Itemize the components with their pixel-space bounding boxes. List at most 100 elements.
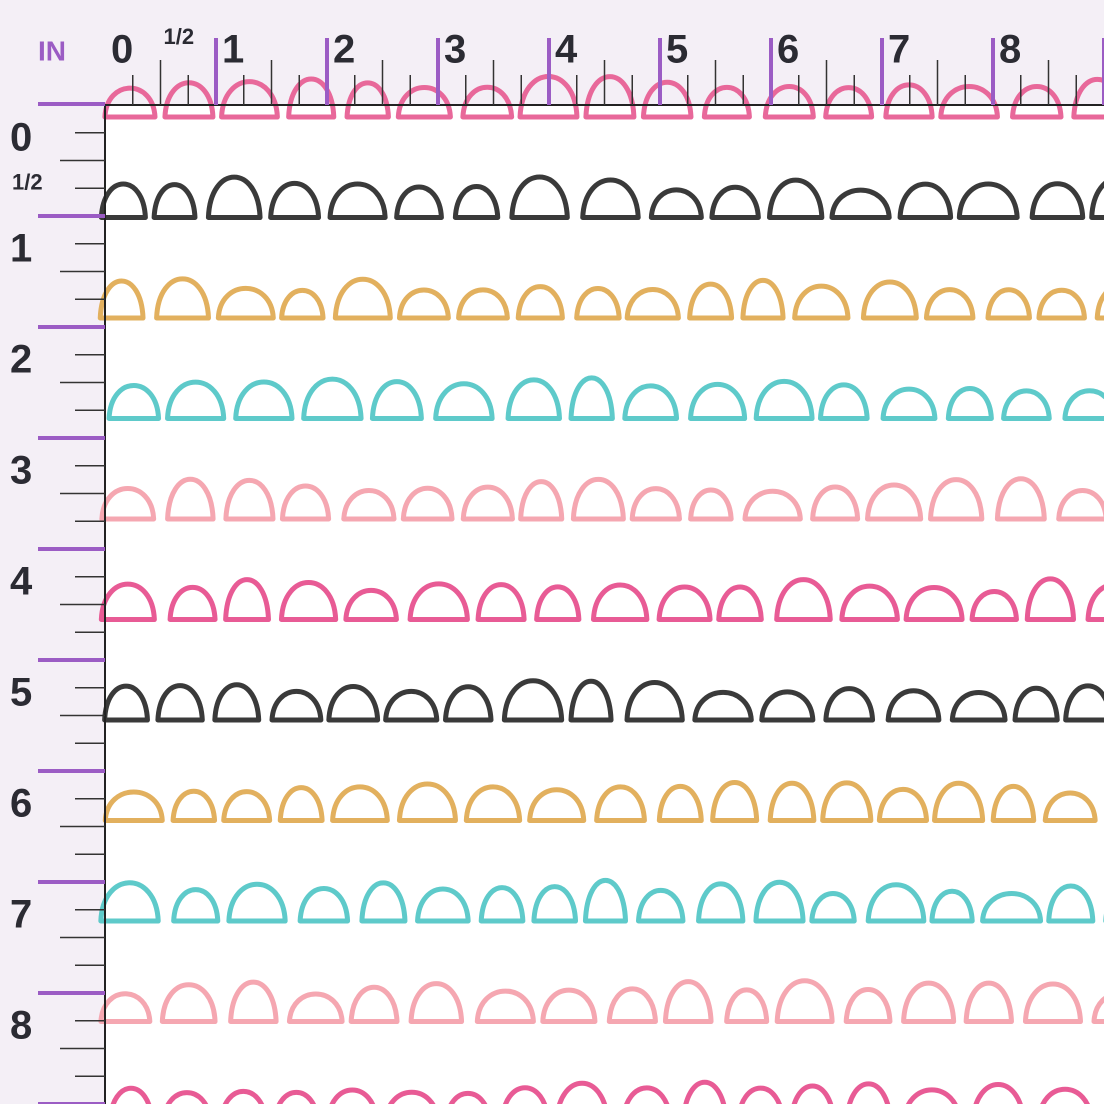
arch xyxy=(341,488,397,522)
arch xyxy=(963,980,1014,1024)
arch xyxy=(407,581,470,622)
arch xyxy=(885,688,942,723)
arch xyxy=(582,878,629,924)
arch xyxy=(540,987,598,1024)
arch xyxy=(1029,181,1086,220)
arch xyxy=(228,979,279,1024)
left-ruler-label: 1 xyxy=(10,227,32,271)
arch xyxy=(278,580,339,622)
arch xyxy=(629,486,682,522)
arch xyxy=(460,484,515,522)
arch xyxy=(212,682,262,723)
arch xyxy=(531,884,579,924)
arch xyxy=(387,1089,436,1104)
arch xyxy=(106,382,162,421)
arch xyxy=(503,1085,547,1104)
arch xyxy=(624,1085,670,1104)
arch xyxy=(205,174,263,220)
arch xyxy=(696,881,746,924)
arch xyxy=(568,375,615,421)
arch xyxy=(973,1082,1023,1104)
arch xyxy=(945,386,994,421)
left-ruler-label: 0 xyxy=(10,116,32,160)
arch xyxy=(767,780,817,823)
arch xyxy=(1062,388,1104,421)
arch xyxy=(823,686,876,723)
arch xyxy=(474,988,536,1024)
arch xyxy=(276,1090,316,1104)
arch xyxy=(688,487,734,522)
arch xyxy=(102,789,165,823)
arch xyxy=(656,783,704,823)
arch xyxy=(1036,288,1087,321)
arch xyxy=(568,678,614,723)
arch xyxy=(716,584,764,622)
arch xyxy=(452,184,501,220)
arch xyxy=(396,287,451,321)
left-ruler-label: 3 xyxy=(10,449,32,493)
arch xyxy=(683,1080,727,1104)
arch xyxy=(753,379,815,421)
arch xyxy=(740,277,786,321)
arch xyxy=(327,181,388,220)
arch xyxy=(810,484,861,522)
arch xyxy=(897,181,954,220)
arch xyxy=(1022,981,1083,1024)
arch xyxy=(151,182,198,220)
left-ruler-label: 6 xyxy=(10,782,32,826)
arch xyxy=(766,177,825,220)
top-ruler-label: 8 xyxy=(999,28,1021,72)
arch xyxy=(622,383,680,421)
arch xyxy=(478,885,526,924)
top-ruler-label: 4 xyxy=(555,28,578,72)
arch xyxy=(843,987,893,1024)
left-ruler-label: 2 xyxy=(10,338,32,382)
arch xyxy=(165,1090,209,1104)
left-ruler-label: 8 xyxy=(10,1004,32,1048)
arch xyxy=(433,381,495,421)
arch xyxy=(527,787,587,823)
arch xyxy=(97,278,146,321)
arch xyxy=(219,79,280,120)
arch xyxy=(277,785,325,823)
arch xyxy=(774,978,835,1024)
arch xyxy=(1091,996,1104,1024)
pattern xyxy=(97,74,1104,1104)
arch xyxy=(820,780,874,823)
ruler: 0 1/2 1 2 3 4 5 6 7 8 0 1/2 1 2 3 4 5 6 7 8 xyxy=(10,24,1104,1104)
left-ruler-label: 7 xyxy=(10,893,32,937)
top-ruler-label: 6 xyxy=(777,28,799,72)
arch xyxy=(226,881,288,924)
arch xyxy=(515,284,565,321)
arch xyxy=(223,478,276,522)
arch xyxy=(162,80,216,120)
left-ruler-label: 1/2 xyxy=(12,169,43,194)
arch xyxy=(865,882,927,924)
arch xyxy=(1040,1086,1090,1104)
arch xyxy=(1056,488,1104,522)
arch xyxy=(330,784,390,823)
arch xyxy=(864,482,924,522)
arch xyxy=(1010,84,1064,120)
arch xyxy=(518,479,565,522)
arch xyxy=(648,187,704,220)
arch xyxy=(923,287,976,321)
arch xyxy=(517,74,580,120)
top-ruler-label: 1 xyxy=(222,28,244,72)
arch xyxy=(860,279,919,321)
arch xyxy=(286,991,345,1024)
arch xyxy=(688,381,748,421)
arch xyxy=(791,1083,834,1104)
arch xyxy=(1085,584,1104,622)
arch xyxy=(656,584,713,622)
arch xyxy=(692,689,754,723)
arch xyxy=(501,678,565,723)
arch xyxy=(903,585,965,622)
arch xyxy=(580,177,641,220)
arch xyxy=(343,587,399,622)
arch xyxy=(359,880,408,924)
arch xyxy=(739,1085,782,1104)
arch xyxy=(624,680,685,723)
